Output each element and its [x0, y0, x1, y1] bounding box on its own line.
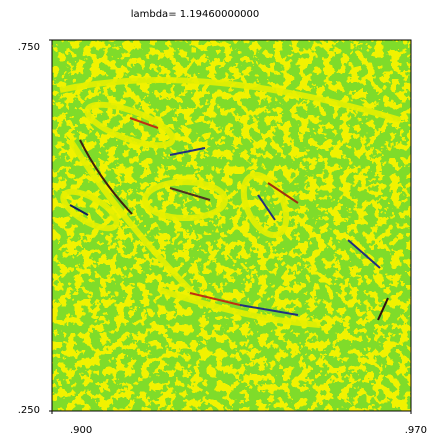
x-tick-label: .970 [405, 425, 427, 436]
chart-title: lambda= 1.19460000000 [131, 9, 260, 20]
y-tick-label: .250 [18, 405, 40, 416]
plot-frame [51, 39, 412, 412]
y-tick-label: .750 [18, 42, 40, 53]
x-tick-label: .900 [70, 425, 92, 436]
fractal-image [52, 40, 411, 411]
